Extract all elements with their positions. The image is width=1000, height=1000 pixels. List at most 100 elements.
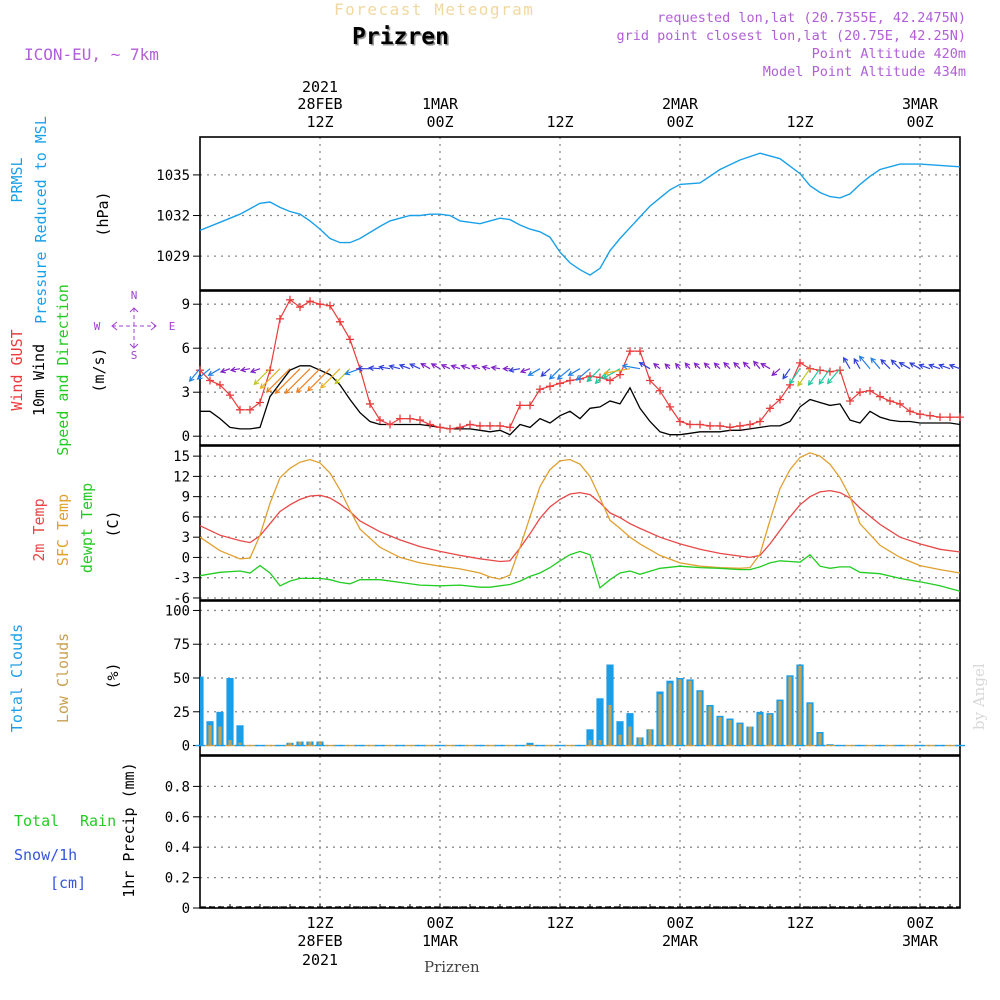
gust-marker xyxy=(676,417,684,426)
panel-pressure: 1029 1032 1035 xyxy=(156,136,961,291)
wind-arrow xyxy=(909,362,921,370)
wind-arrow xyxy=(760,362,771,370)
gust-marker xyxy=(776,395,784,404)
low-cloud-bar xyxy=(618,734,622,746)
low-cloud-bar xyxy=(208,725,212,746)
wind-arrow xyxy=(420,362,431,370)
total-cloud-bar xyxy=(586,729,594,746)
wind-arrow xyxy=(253,368,271,386)
bottom-axis-hour: 12Z xyxy=(786,914,813,932)
gust-marker xyxy=(256,398,264,407)
compass-e: E xyxy=(169,320,176,333)
wind-arrow xyxy=(409,363,421,370)
gust-marker xyxy=(446,424,454,433)
gust-marker xyxy=(756,417,764,426)
bottom-axis-date: 3MAR xyxy=(902,932,939,950)
y-tick-label: 9 xyxy=(182,490,190,506)
gust-marker xyxy=(746,420,754,429)
gust-marker xyxy=(696,420,704,429)
wind-arrow xyxy=(703,362,711,370)
wind-arrow xyxy=(797,368,811,387)
compass-w: W xyxy=(94,320,101,333)
total-cloud-bar xyxy=(616,721,624,746)
y-tick-label: 0.8 xyxy=(165,779,190,795)
wind-arrow xyxy=(450,364,461,370)
low-cloud-bar xyxy=(788,676,792,746)
wind-arrow xyxy=(502,365,510,372)
gust-marker xyxy=(196,366,204,375)
wind-arrow xyxy=(344,368,361,376)
top-axis-date: 28FEB xyxy=(297,95,342,113)
low-cloud-bar xyxy=(308,741,312,746)
footer-location: Prizren xyxy=(424,958,480,976)
y-tick-label: 75 xyxy=(173,637,190,653)
gust-marker xyxy=(566,376,574,385)
y-tick-label: -3 xyxy=(173,571,190,587)
gust-marker xyxy=(686,420,694,429)
gust-marker xyxy=(656,386,664,395)
gust-marker xyxy=(626,347,634,356)
total-cloud-bar xyxy=(596,698,604,746)
gust-marker xyxy=(526,401,534,410)
y-tick-label: 6 xyxy=(182,510,190,526)
temp-ylabel: (C) xyxy=(104,510,122,537)
panel-frame xyxy=(199,136,961,291)
wind-arrow xyxy=(320,368,341,389)
gust-marker xyxy=(286,295,294,304)
cloud-label-low: Low Clouds xyxy=(54,633,72,723)
gust-marker xyxy=(336,317,344,326)
compass-cross xyxy=(112,308,156,348)
low-cloud-bar xyxy=(678,679,682,746)
gust-marker xyxy=(456,423,464,432)
gust-marker xyxy=(906,407,914,416)
gust-marker xyxy=(956,413,964,422)
gust-marker xyxy=(616,370,624,379)
low-cloud-bar xyxy=(778,701,782,746)
wind-arrow xyxy=(723,361,731,370)
low-cloud-bar xyxy=(748,726,752,746)
low-cloud-bar xyxy=(708,706,712,746)
gust-marker xyxy=(506,423,514,432)
gust-marker xyxy=(216,380,224,389)
top-axis-year: 2021 xyxy=(302,78,338,96)
low-cloud-bar xyxy=(698,691,702,746)
wind-arrow xyxy=(188,368,201,383)
gust-marker xyxy=(266,366,274,375)
gust-marker xyxy=(236,405,244,414)
low-cloud-bar xyxy=(648,729,652,746)
gust-marker xyxy=(486,421,494,430)
gust-marker xyxy=(936,413,944,422)
wind-arrow xyxy=(928,363,941,370)
gust-marker xyxy=(606,376,614,385)
wind-arrow xyxy=(540,368,551,377)
y-tick-label: 0.4 xyxy=(165,840,190,856)
y-tick-label: 25 xyxy=(173,705,190,721)
y-tick-label: 1032 xyxy=(156,209,190,225)
product-title: Forecast Meteogram xyxy=(334,0,535,19)
gust-marker xyxy=(326,301,334,310)
wind-arrow xyxy=(274,368,301,395)
low-cloud-bar xyxy=(288,742,292,746)
precip-label-snow: Snow/1h xyxy=(14,846,77,864)
top-axis-date: 3MAR xyxy=(902,95,939,113)
gust-marker xyxy=(546,382,554,391)
gust-marker xyxy=(246,405,254,414)
low-cloud-bar xyxy=(218,726,222,746)
wind-arrow xyxy=(295,368,321,393)
wind-arrow xyxy=(693,362,701,370)
total-cloud-bar xyxy=(236,725,244,746)
gust-marker xyxy=(296,303,304,312)
wind-arrow xyxy=(684,362,691,370)
gust-marker xyxy=(846,397,854,405)
gust-marker xyxy=(866,386,874,395)
wind-arrow xyxy=(460,364,471,370)
low-cloud-bar xyxy=(738,723,742,746)
top-axis-hour: 00Z xyxy=(426,113,453,131)
wind-arrow xyxy=(782,368,791,380)
wind-arrow xyxy=(880,358,891,370)
gust-marker xyxy=(836,366,844,375)
low-cloud-bar xyxy=(238,742,242,746)
wind-arrow xyxy=(638,362,651,370)
y-tick-label: 12 xyxy=(173,469,190,485)
cloud-ylabel: (%) xyxy=(104,662,122,689)
